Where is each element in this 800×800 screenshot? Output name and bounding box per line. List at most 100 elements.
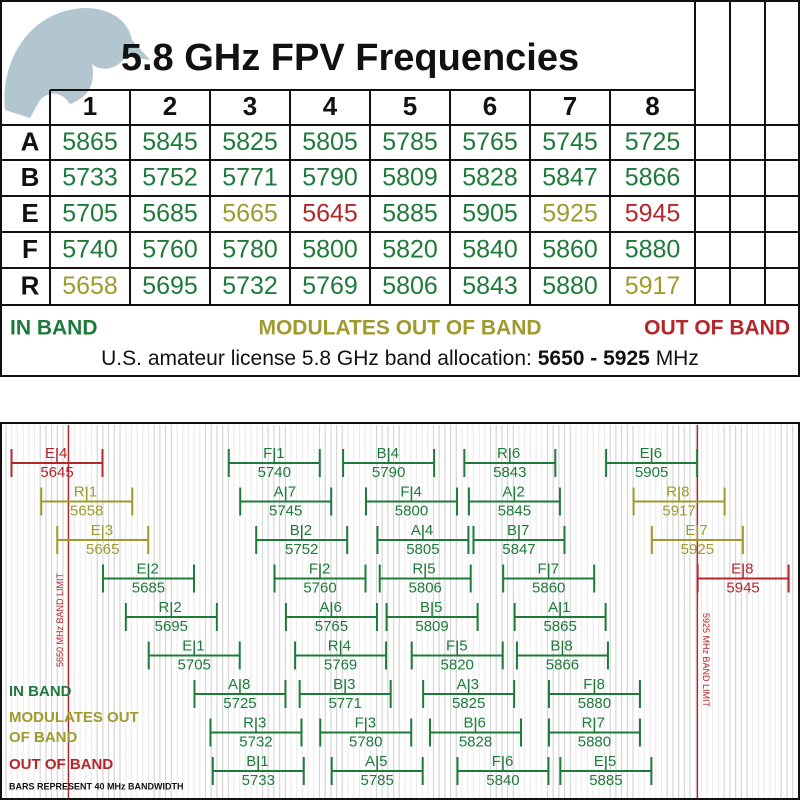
bar-frequency: 5780 (349, 733, 382, 750)
frequency-cell: 5771 (222, 164, 278, 192)
band-letter: R (497, 445, 508, 462)
column-header: 2 (163, 91, 177, 121)
frequency-cell: 5658 (62, 272, 118, 300)
separator: - (590, 347, 597, 370)
diagram-legend: IN BAND (9, 683, 72, 700)
bar-frequency: 5917 (662, 502, 695, 519)
bar-frequency: 5865 (543, 618, 576, 635)
legend-item: MODULATES OUT OF BAND (258, 317, 541, 340)
bar-frequency: 5752 (285, 541, 318, 558)
channel-number: 7 (288, 483, 296, 500)
frequency-cell: 5785 (382, 128, 438, 156)
channel-number: 6 (505, 753, 513, 770)
bar-frequency: 5945 (726, 579, 759, 596)
frequency-cell: 5825 (222, 128, 278, 156)
bar-frequency: 5705 (178, 656, 211, 673)
bar-frequency: 5745 (269, 502, 302, 519)
band-letter: E (640, 445, 650, 462)
bar-frequency: 5785 (360, 772, 393, 789)
channel-number: 4 (391, 445, 399, 462)
band-letter: F (400, 483, 409, 500)
bottom-panel (0, 422, 800, 800)
frequency-cell: 5843 (462, 272, 518, 300)
frequency-cell: 5733 (62, 164, 118, 192)
band-letter: R (328, 637, 339, 654)
channel-number: 2 (173, 599, 181, 616)
bar-frequency: 5760 (303, 579, 336, 596)
bar-frequency: 5645 (40, 464, 73, 481)
channel-number: 6 (478, 714, 486, 731)
channel-number: 4 (343, 637, 351, 654)
footer: U.S. amateur license 5.8 GHz band alloca… (101, 347, 699, 370)
channel-number: 3 (368, 714, 376, 731)
channel-number: 2 (322, 560, 330, 577)
band-limit-label: 5650 MHz BAND LIMIT (55, 572, 65, 667)
bar-frequency: 5806 (409, 579, 442, 596)
frequency-cell: 5885 (382, 200, 438, 228)
footer-text: U.S. amateur license 5.8 GHz band alloca… (101, 347, 532, 370)
frequency-cell: 5769 (302, 272, 358, 300)
row-label: E (21, 198, 38, 228)
bar-frequency: 5769 (324, 656, 357, 673)
frequency-cell: 5740 (62, 236, 118, 264)
frequency-cell: 5847 (542, 164, 598, 192)
bar-frequency: 5658 (70, 502, 103, 519)
band-letter: A (502, 483, 512, 500)
channel-number: 3 (347, 676, 355, 693)
channel-number: 8 (564, 637, 572, 654)
bar-frequency: 5771 (328, 695, 361, 712)
bar-frequency: 5866 (546, 656, 579, 673)
frequency-cell: 5752 (142, 164, 198, 192)
channel-number: 1 (276, 445, 284, 462)
channel-number: 1 (260, 753, 268, 770)
frequency-cell: 5809 (382, 164, 438, 192)
channel-number: 3 (258, 714, 266, 731)
channel-number: 6 (512, 445, 520, 462)
band-letter: F (355, 714, 364, 731)
bar-frequency: 5905 (635, 464, 668, 481)
band-letter: F (583, 676, 592, 693)
channel-number: 7 (699, 522, 707, 539)
bar-frequency: 5685 (132, 579, 165, 596)
diagram-legend: OF BAND (9, 729, 77, 746)
frequency-cell: 5800 (302, 236, 358, 264)
bar-frequency: 5828 (459, 733, 492, 750)
frequency-cell: 5705 (62, 200, 118, 228)
frequency-cell: 5765 (462, 128, 518, 156)
column-header: 7 (563, 91, 577, 121)
frequency-cell: 5725 (625, 128, 681, 156)
channel-number: 2 (304, 522, 312, 539)
channel-number: 4 (413, 483, 421, 500)
frequency-cell: 5820 (382, 236, 438, 264)
band-letter: R (666, 483, 677, 500)
frequency-cell: 5945 (625, 200, 681, 228)
row-label: B (21, 162, 40, 192)
band-letter: A (319, 599, 329, 616)
frequency-cell: 5645 (302, 200, 358, 228)
bar-frequency: 5800 (395, 502, 428, 519)
channel-number: 5 (427, 560, 435, 577)
band-letter: B (464, 714, 474, 731)
channel-number: 6 (333, 599, 341, 616)
row-label: R (21, 270, 40, 300)
band-letter: B (550, 637, 560, 654)
channel-number: 1 (562, 599, 570, 616)
band-letter: A (365, 753, 375, 770)
bar-frequency: 5695 (155, 618, 188, 635)
frequency-cell: 5845 (142, 128, 198, 156)
channel-number: 7 (521, 522, 529, 539)
band-letter: R (243, 714, 254, 731)
band-letter: B (246, 753, 256, 770)
channel-number: 5 (379, 753, 387, 770)
legend-item: IN BAND (10, 317, 98, 340)
bar-frequency: 5740 (258, 464, 291, 481)
frequency-cell: 5880 (625, 236, 681, 264)
channel-number: 8 (242, 676, 250, 693)
band-letter: A (457, 676, 467, 693)
band-letter: E (45, 445, 55, 462)
bar-frequency: 5843 (493, 464, 526, 481)
title: 5.8 GHz FPV Frequencies (121, 37, 579, 79)
bar-frequency: 5732 (239, 733, 272, 750)
column-header: 6 (483, 91, 497, 121)
